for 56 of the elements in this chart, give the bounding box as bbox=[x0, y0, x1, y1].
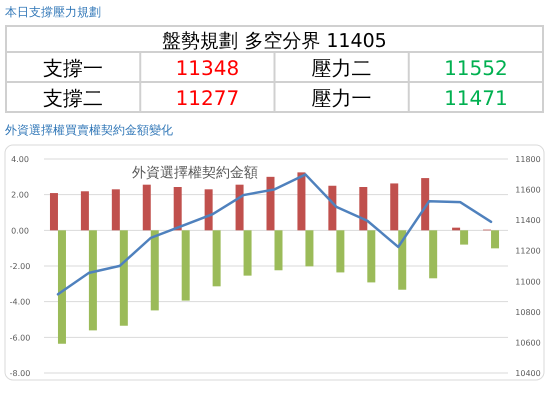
bar bbox=[274, 230, 282, 270]
y-tick-label: -2.00 bbox=[10, 262, 30, 271]
bar bbox=[367, 230, 376, 282]
bar bbox=[142, 184, 151, 230]
bar bbox=[491, 230, 500, 248]
bar bbox=[429, 230, 438, 278]
bar bbox=[244, 230, 252, 276]
bar bbox=[452, 228, 460, 230]
bar bbox=[336, 230, 344, 272]
y2-tick-label: 10400 bbox=[515, 369, 541, 378]
bar bbox=[112, 189, 120, 230]
y-tick-label: -4.00 bbox=[10, 298, 30, 307]
y-tick-label: -6.00 bbox=[10, 333, 30, 342]
bar bbox=[120, 230, 128, 326]
y-tick-label: -8.00 bbox=[10, 369, 30, 378]
bar bbox=[174, 187, 182, 230]
text: 外資選擇權契約金額 bbox=[132, 165, 258, 181]
bar bbox=[212, 230, 221, 286]
y-tick-label: 4.00 bbox=[11, 155, 29, 164]
y-tick-label: 0.00 bbox=[11, 226, 29, 236]
text: 壓力二 bbox=[312, 56, 372, 80]
bar bbox=[460, 230, 468, 245]
bar bbox=[359, 187, 368, 230]
bar bbox=[58, 230, 66, 344]
bar bbox=[204, 189, 213, 230]
bar bbox=[297, 172, 306, 230]
y2-tick-label: 11000 bbox=[515, 277, 541, 286]
y2-tick-label: 11400 bbox=[515, 216, 541, 226]
bar bbox=[266, 176, 274, 230]
text: 支撐一 bbox=[43, 56, 104, 80]
bar bbox=[50, 193, 58, 230]
bar bbox=[390, 183, 398, 230]
bar bbox=[88, 230, 97, 330]
bar bbox=[421, 178, 430, 230]
text: 11471 bbox=[444, 86, 508, 110]
y2-tick-label: 11600 bbox=[515, 186, 541, 195]
y-tick-label: 2.00 bbox=[11, 190, 29, 200]
text: 盤勢規劃 多空分界 11405 bbox=[162, 30, 387, 52]
text: 本日支撐壓力規劃 bbox=[5, 5, 101, 19]
bar bbox=[328, 186, 336, 230]
text: 壓力一 bbox=[312, 86, 372, 110]
bar bbox=[150, 230, 159, 310]
chart-title: 外資選擇權買賣權契約金額變化 bbox=[5, 123, 173, 137]
y2-tick-label: 10600 bbox=[515, 338, 541, 348]
text: 支撐二 bbox=[43, 86, 104, 110]
bar bbox=[305, 230, 314, 266]
y2-tick-label: 10800 bbox=[515, 308, 541, 317]
bar bbox=[80, 191, 89, 230]
y2-tick-label: 11200 bbox=[515, 246, 541, 256]
text: 11277 bbox=[176, 86, 240, 110]
y2-tick-label: 11800 bbox=[515, 155, 541, 164]
bar bbox=[182, 230, 190, 301]
text: 11348 bbox=[176, 56, 240, 80]
bar bbox=[236, 184, 244, 230]
text: 11552 bbox=[444, 56, 508, 80]
bar bbox=[398, 230, 406, 290]
